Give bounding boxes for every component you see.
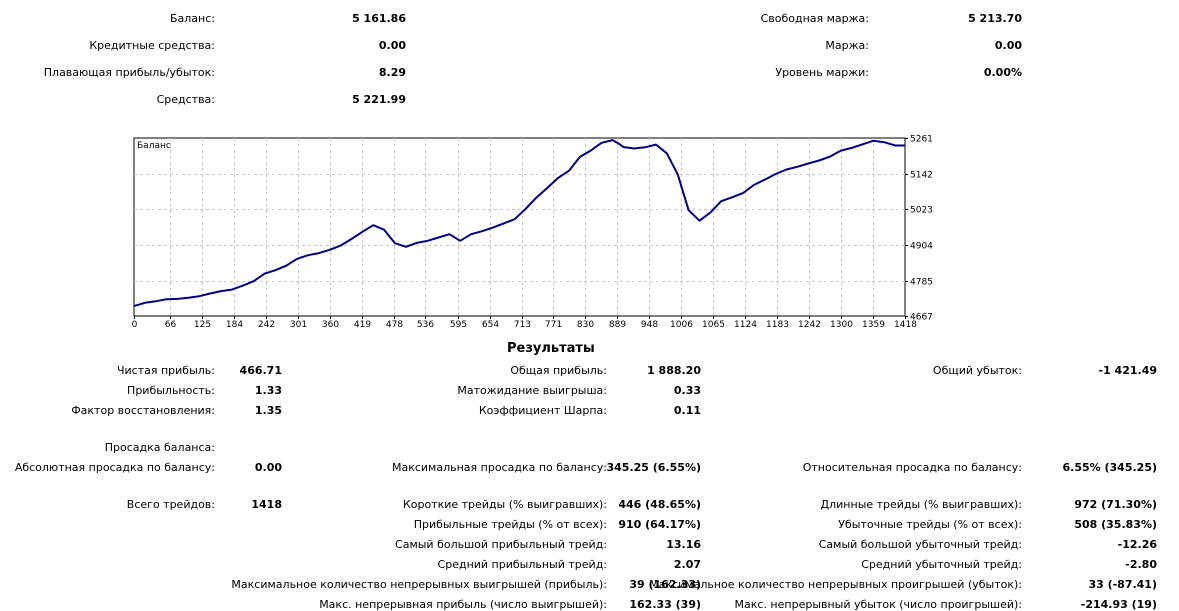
max-consecutive-losses-label: Максимальное количество непрерывных прои… (649, 578, 1022, 591)
y-tick-label: 5261 (910, 135, 933, 145)
x-tick-label: 1242 (798, 320, 821, 330)
max-consecutive-wins-label: Максимальное количество непрерывных выиг… (231, 578, 607, 591)
profit-factor-label: Прибыльность: (127, 384, 215, 397)
balance-chart-svg: 0 66 125 184 242 301 360 419 478 536 595 654 713 771 8… (132, 135, 934, 331)
plot-frame (133, 137, 906, 317)
max-consecutive-loss-label: Макс. непрерывный убыток (число проигрыш… (734, 598, 1022, 611)
average-loss-trade-label: Средний убыточный трейд: (861, 558, 1022, 571)
max-consecutive-loss-value: -214.93 (19) (1080, 598, 1157, 611)
max-consecutive-profit-label: Макс. непрерывная прибыль (число выигрыш… (319, 598, 607, 611)
x-tick-label: 66 (165, 320, 177, 330)
expected-payoff-label: Матожидание выигрыша: (457, 384, 607, 397)
x-tick-label: 419 (354, 320, 371, 330)
y-tick-label: 4667 (910, 313, 933, 323)
balance-drawdown-header: Просадка баланса: (104, 441, 215, 454)
sharpe-ratio-label: Коэффициент Шарпа: (478, 404, 607, 417)
x-tick-label: 1006 (670, 320, 693, 330)
floating-pl-label: Плавающая прибыль/убыток: (43, 66, 215, 79)
margin-value: 0.00 (994, 39, 1022, 52)
x-tick-label: 478 (386, 320, 403, 330)
x-tick-label: 830 (577, 320, 594, 330)
x-tick-label: 125 (194, 320, 211, 330)
y-tick-label: 5142 (910, 171, 933, 181)
x-tick-label: 595 (450, 320, 467, 330)
x-tick-label: 0 (132, 320, 138, 330)
average-loss-trade-value: -2.80 (1125, 558, 1157, 571)
balance-series-line (133, 139, 905, 308)
net-profit-value: 466.71 (239, 364, 282, 377)
profit-trades-value: 910 (64.17%) (618, 518, 701, 531)
long-trades-value: 972 (71.30%) (1074, 498, 1157, 511)
gross-loss-label: Общий убыток: (932, 364, 1022, 377)
loss-trades-value: 508 (35.83%) (1074, 518, 1157, 531)
x-tick-label: 654 (482, 320, 499, 330)
floating-pl-value: 8.29 (378, 66, 406, 79)
x-tick-label: 1300 (830, 320, 853, 330)
balance-value: 5 161.86 (352, 12, 406, 25)
x-tick-label: 889 (609, 320, 626, 330)
largest-loss-trade-value: -12.26 (1117, 538, 1157, 551)
sharpe-ratio-value: 0.11 (673, 404, 701, 417)
largest-profit-trade-value: 13.16 (666, 538, 701, 551)
free-margin-label: Свободная маржа: (760, 12, 869, 25)
equity-label: Средства: (156, 93, 215, 106)
margin-label: Маржа: (825, 39, 869, 52)
y-tick-label: 4785 (910, 278, 933, 288)
credit-value: 0.00 (378, 39, 406, 52)
x-tick-label: 771 (545, 320, 562, 330)
recovery-factor-value: 1.35 (254, 404, 282, 417)
relative-drawdown-label: Относительная просадка по балансу: (802, 461, 1022, 474)
max-consecutive-wins-value: 39 (162.33) (629, 578, 701, 591)
profit-factor-value: 1.33 (254, 384, 282, 397)
average-profit-trade-label: Средний прибыльный трейд: (437, 558, 607, 571)
x-tick-label: 1359 (862, 320, 885, 330)
recovery-factor-label: Фактор восстановления: (71, 404, 215, 417)
absolute-drawdown-label: Абсолютная просадка по балансу: (14, 461, 215, 474)
margin-level-label: Уровень маржи: (775, 66, 869, 79)
x-tick-label: 1418 (894, 320, 917, 330)
x-tick-label: 242 (258, 320, 275, 330)
max-consecutive-profit-value: 162.33 (39) (629, 598, 701, 611)
expected-payoff-value: 0.33 (673, 384, 701, 397)
absolute-drawdown-value: 0.00 (254, 461, 282, 474)
balance-chart: 0 66 125 184 242 301 360 419 478 536 595 654 713 771 8… (132, 135, 934, 331)
total-trades-label: Всего трейдов: (126, 498, 215, 511)
gross-profit-value: 1 888.20 (647, 364, 701, 377)
y-tick-label: 5023 (910, 206, 933, 216)
gross-loss-value: -1 421.49 (1098, 364, 1158, 377)
total-trades-value: 1418 (251, 498, 282, 511)
gross-profit-label: Общая прибыль: (510, 364, 607, 377)
short-trades-value: 446 (48.65%) (618, 498, 701, 511)
profit-trades-label: Прибыльные трейды (% от всех): (413, 518, 607, 531)
relative-drawdown-value: 6.55% (345.25) (1062, 461, 1158, 474)
x-tick-label: 948 (641, 320, 658, 330)
equity-value: 5 221.99 (352, 93, 406, 106)
results-title: Результаты (507, 341, 595, 356)
average-profit-trade-value: 2.07 (673, 558, 701, 571)
chart-title: Баланс (137, 141, 171, 151)
x-tick-label: 713 (514, 320, 531, 330)
x-tick-label: 184 (226, 320, 243, 330)
margin-level-value: 0.00% (983, 66, 1022, 79)
x-tick-label: 301 (290, 320, 307, 330)
long-trades-label: Длинные трейды (% выигравших): (820, 498, 1022, 511)
y-tick-label: 4904 (910, 242, 933, 252)
credit-label: Кредитные средства: (89, 39, 215, 52)
short-trades-label: Короткие трейды (% выигравших): (402, 498, 607, 511)
loss-trades-label: Убыточные трейды (% от всех): (838, 518, 1022, 531)
x-tick-label: 360 (322, 320, 339, 330)
x-tick-label: 1183 (766, 320, 789, 330)
balance-label: Баланс: (169, 12, 215, 25)
largest-profit-trade-label: Самый большой прибыльный трейд: (395, 538, 607, 551)
free-margin-value: 5 213.70 (968, 12, 1022, 25)
x-tick-label: 1124 (734, 320, 757, 330)
x-tick-label: 1065 (702, 320, 725, 330)
max-drawdown-label: Максимальная просадка по балансу: (391, 461, 607, 474)
max-drawdown-value: 345.25 (6.55%) (606, 461, 702, 474)
largest-loss-trade-label: Самый большой убыточный трейд: (818, 538, 1022, 551)
max-consecutive-losses-value: 33 (-87.41) (1088, 578, 1157, 591)
net-profit-label: Чистая прибыль: (116, 364, 215, 377)
x-tick-label: 536 (417, 320, 434, 330)
